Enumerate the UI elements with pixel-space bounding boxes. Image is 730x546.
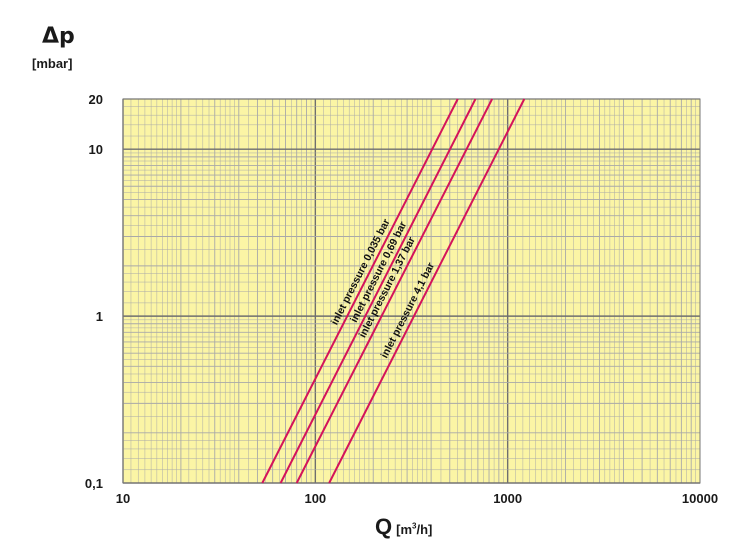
- x-axis-label: Q [m3/h]: [375, 514, 432, 540]
- plot-area: [123, 99, 700, 483]
- series-line: [279, 98, 477, 484]
- x-tick-label: 100: [304, 491, 326, 506]
- y-tick-label: 0,1: [85, 476, 103, 491]
- x-axis-unit-prefix: [m: [396, 522, 413, 537]
- x-tick-label: 1000: [493, 491, 522, 506]
- x-tick-label: 10000: [682, 491, 718, 506]
- series-line: [261, 98, 459, 484]
- x-axis-unit: [m3/h]: [396, 522, 432, 537]
- y-axis-unit: [mbar]: [32, 56, 73, 71]
- x-axis-unit-suffix: /h]: [416, 522, 433, 537]
- y-tick-label: 1: [96, 309, 103, 324]
- y-axis-symbol: Δp: [42, 24, 75, 49]
- x-axis-unit-sup: 3: [412, 521, 417, 531]
- x-tick-label: 10: [116, 491, 130, 506]
- y-tick-labels: 0,1 1 10 20: [85, 92, 103, 491]
- y-tick-label: 20: [89, 92, 103, 107]
- series-line: [328, 98, 526, 484]
- x-tick-labels: 10 100 1000 10000: [116, 491, 718, 506]
- x-axis-symbol: Q: [375, 514, 393, 539]
- plot-frame: [122, 98, 701, 484]
- y-tick-label: 10: [89, 142, 103, 157]
- series-line: [295, 98, 493, 484]
